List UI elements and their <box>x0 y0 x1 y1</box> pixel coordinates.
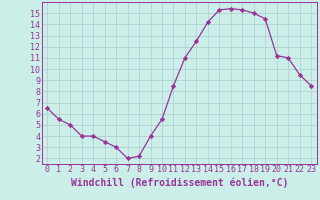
X-axis label: Windchill (Refroidissement éolien,°C): Windchill (Refroidissement éolien,°C) <box>70 177 288 188</box>
